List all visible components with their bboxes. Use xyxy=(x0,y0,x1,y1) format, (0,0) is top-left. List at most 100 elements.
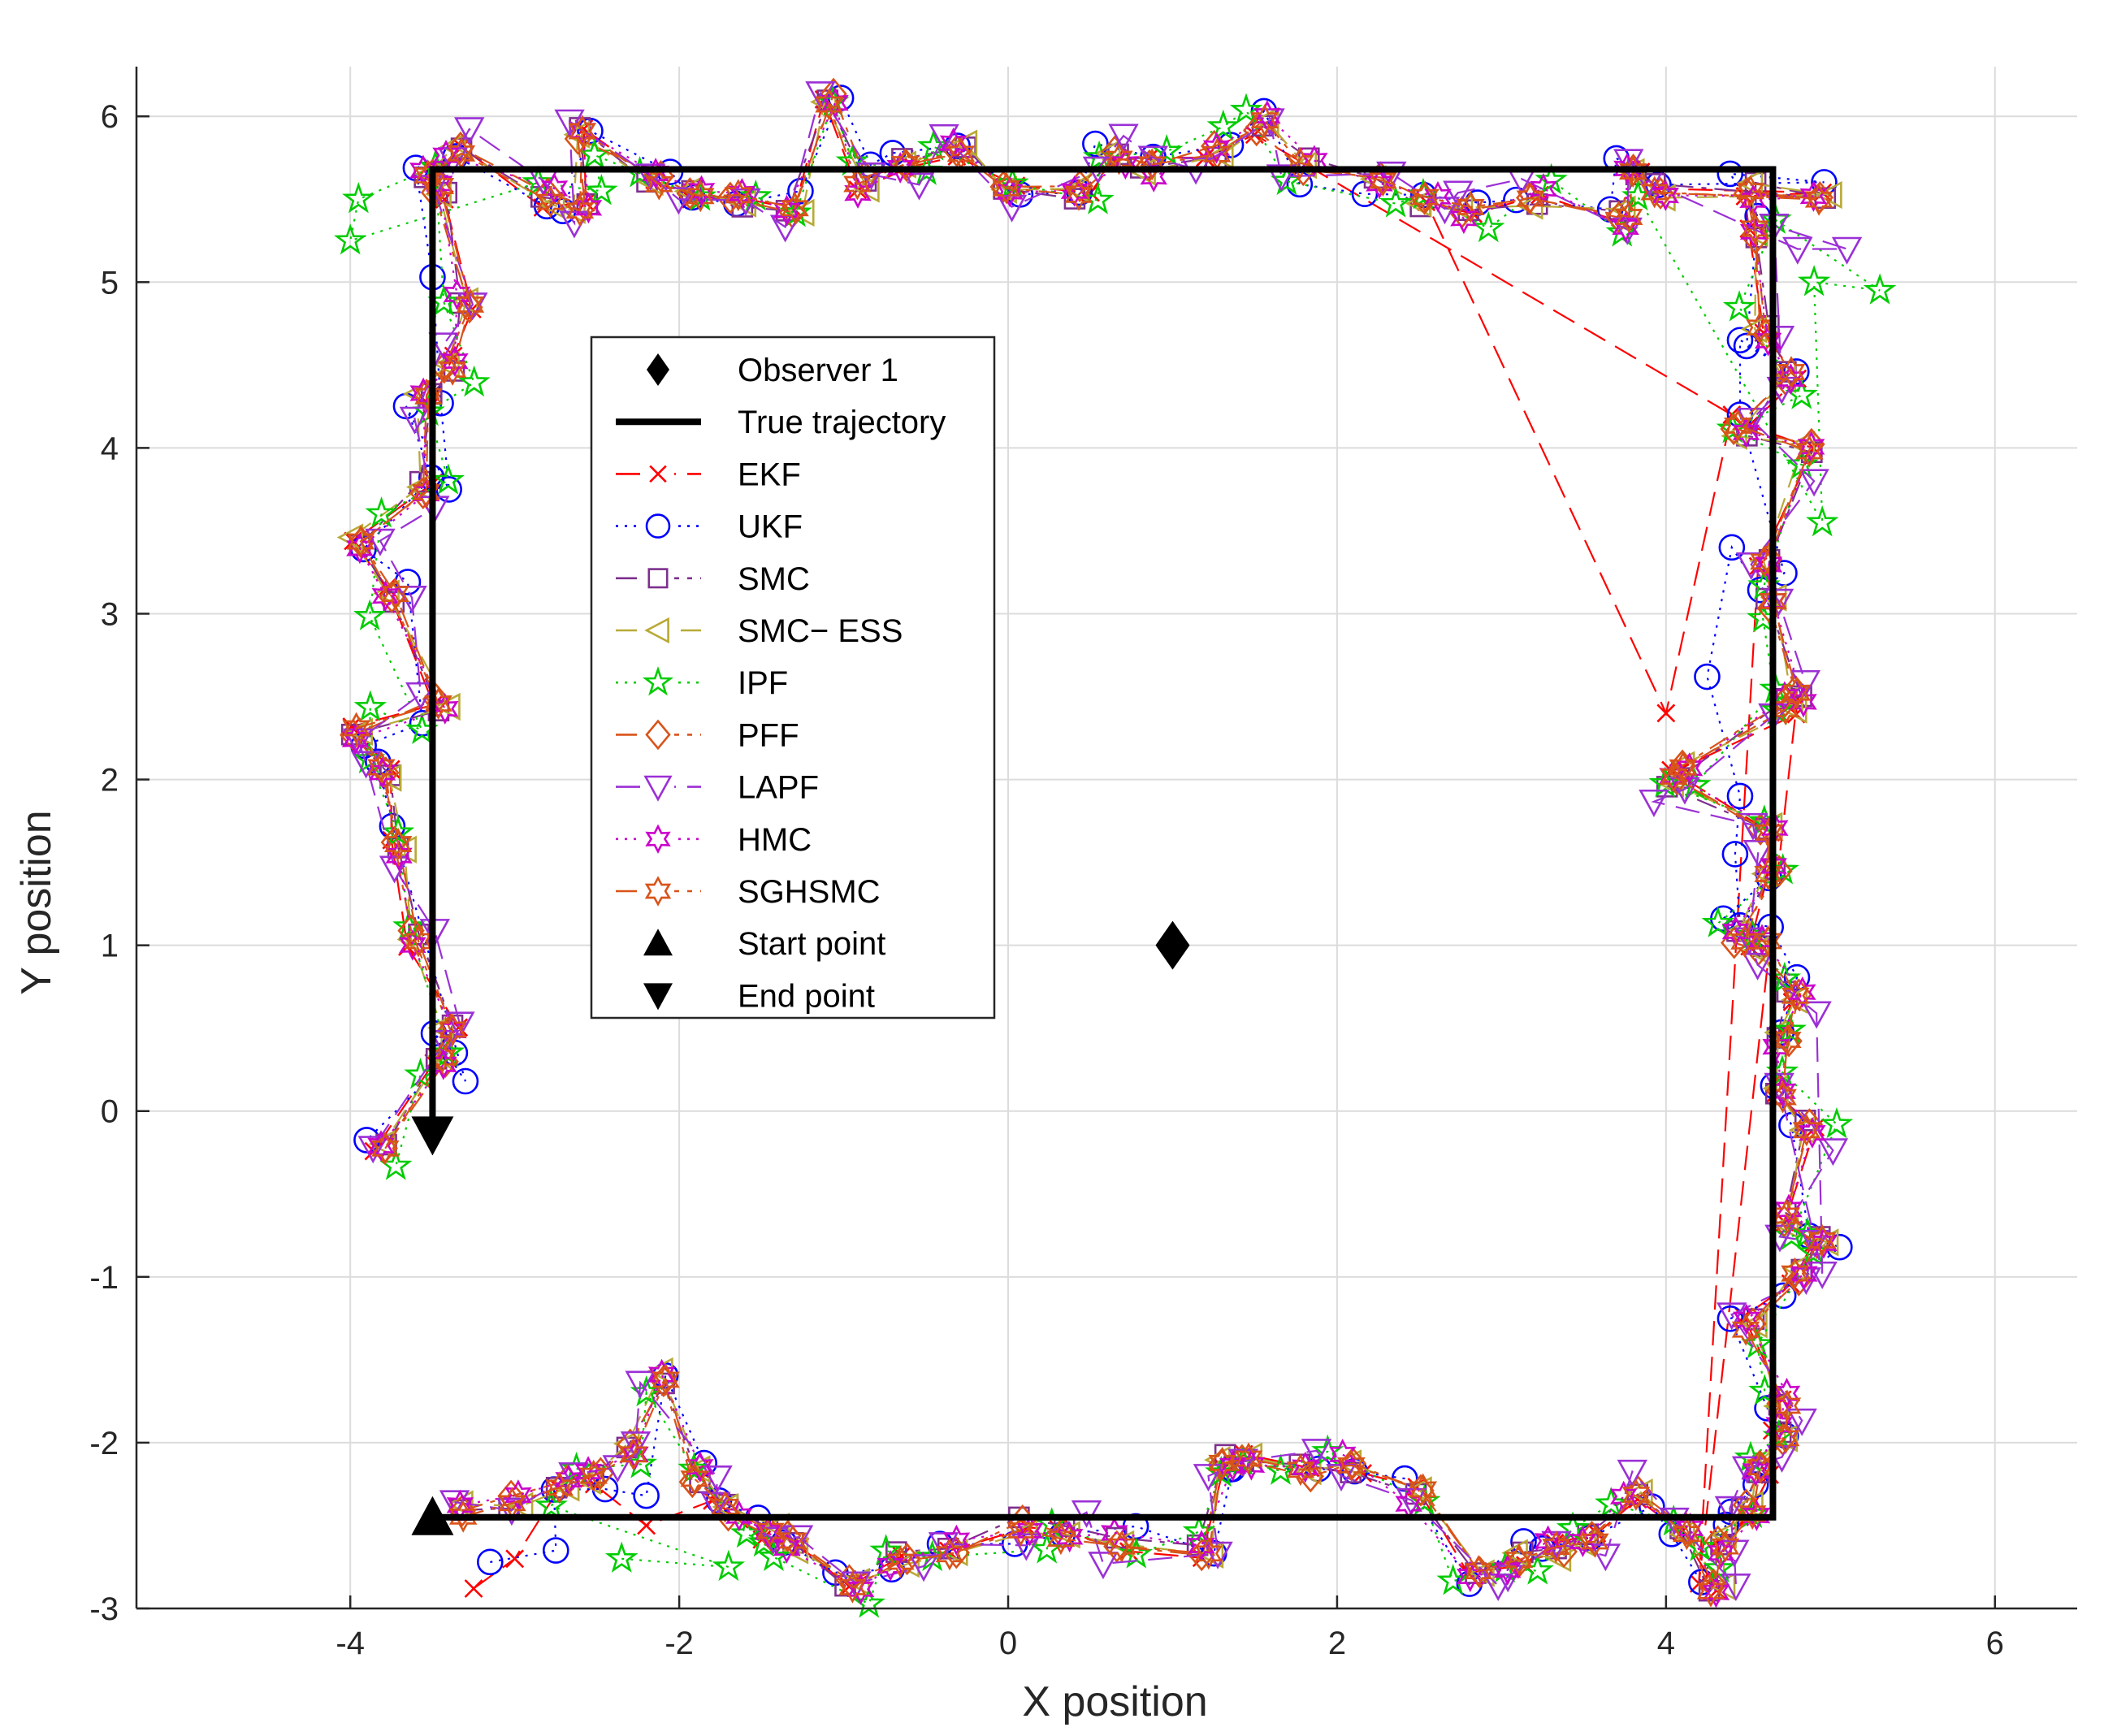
data-point xyxy=(778,1524,807,1557)
data-point xyxy=(996,175,1024,208)
data-point xyxy=(454,117,485,145)
data-point xyxy=(1137,145,1169,174)
data-point xyxy=(438,1013,467,1046)
data-point xyxy=(1071,1500,1102,1528)
data-point xyxy=(1777,363,1805,395)
data-point xyxy=(728,177,756,210)
data-point xyxy=(1266,164,1297,193)
data-point xyxy=(428,332,459,361)
data-point xyxy=(1731,1456,1763,1484)
data-point xyxy=(1782,236,1813,265)
data-point xyxy=(433,350,460,379)
data-point xyxy=(585,174,618,206)
data-point xyxy=(893,1550,920,1578)
legend-entry: UKF xyxy=(616,509,803,545)
data-point xyxy=(1111,148,1140,180)
legend-label: End point xyxy=(738,978,875,1014)
data-point xyxy=(1297,1460,1324,1493)
data-point xyxy=(438,353,467,386)
data-point xyxy=(1208,1446,1236,1479)
data-point xyxy=(939,127,968,159)
data-point xyxy=(353,599,387,630)
data-point xyxy=(1755,816,1784,849)
legend-marker xyxy=(647,568,669,589)
data-point xyxy=(634,163,666,192)
data-point xyxy=(1379,186,1413,218)
data-point xyxy=(1612,211,1639,243)
data-point xyxy=(1726,782,1754,810)
data-point xyxy=(1801,1001,1832,1029)
data-point xyxy=(1721,1574,1751,1602)
data-point xyxy=(1777,356,1806,388)
data-point xyxy=(1722,290,1756,322)
data-point xyxy=(1781,979,1810,1012)
data-point xyxy=(1595,1487,1628,1518)
data-point xyxy=(448,1500,478,1533)
data-point xyxy=(1742,952,1773,981)
data-point xyxy=(1799,1117,1826,1149)
data-point xyxy=(540,172,569,205)
data-point xyxy=(1742,1455,1770,1487)
data-point xyxy=(739,179,773,211)
data-point xyxy=(1250,104,1279,137)
data-point xyxy=(645,167,673,201)
data-point xyxy=(908,1554,939,1582)
data-point xyxy=(815,88,843,121)
legend-label: UKF xyxy=(738,509,803,545)
data-point xyxy=(346,717,374,747)
data-point xyxy=(399,929,426,961)
data-point xyxy=(379,855,410,884)
data-point xyxy=(381,815,415,847)
data-point xyxy=(1736,175,1765,208)
legend-entry: HMC xyxy=(616,822,812,858)
data-point xyxy=(1754,858,1782,890)
legend-label: HMC xyxy=(738,822,812,858)
legend-marker xyxy=(645,513,671,539)
x-tick-label: 0 xyxy=(999,1626,1017,1661)
data-point xyxy=(1799,1230,1830,1258)
legend-entry: IPF xyxy=(616,665,788,701)
data-point xyxy=(687,175,716,207)
data-point xyxy=(1193,1464,1224,1492)
data-point xyxy=(1804,183,1833,216)
data-point xyxy=(392,909,426,942)
data-point xyxy=(1799,469,1829,497)
data-point xyxy=(1194,1537,1223,1570)
y-tick-label: 0 xyxy=(101,1094,119,1130)
legend-entry: PFF xyxy=(616,717,799,753)
data-point xyxy=(1790,686,1817,718)
legend-label: SMC− ESS xyxy=(738,613,903,649)
legend-marker-bg xyxy=(642,875,674,907)
data-point xyxy=(368,756,396,789)
data-point xyxy=(1694,663,1721,691)
data-point xyxy=(383,828,413,860)
observer-marker xyxy=(1155,920,1190,970)
data-point xyxy=(1206,109,1240,141)
data-point xyxy=(1817,1138,1849,1167)
series-line xyxy=(351,91,1820,1588)
data-point xyxy=(378,580,406,614)
data-point xyxy=(1696,1574,1725,1608)
data-point xyxy=(773,1532,801,1564)
data-point xyxy=(554,109,585,137)
data-point xyxy=(1863,273,1897,305)
data-point xyxy=(545,1471,574,1504)
x-tick-label: 2 xyxy=(1328,1626,1346,1661)
legend-label: EKF xyxy=(738,457,801,492)
data-point xyxy=(1732,416,1760,448)
legend-label: True trajectory xyxy=(738,405,946,440)
series-ekf xyxy=(342,90,1833,1600)
legend-label: LAPF xyxy=(738,770,819,806)
data-point xyxy=(504,1479,532,1511)
series-line xyxy=(349,96,1823,1594)
legend-start-icon xyxy=(643,929,673,956)
data-point xyxy=(1337,1449,1366,1482)
data-point xyxy=(1605,201,1633,234)
data-point xyxy=(1613,153,1641,184)
data-point xyxy=(1717,160,1744,188)
data-point xyxy=(381,578,409,611)
data-point xyxy=(843,167,872,201)
data-point xyxy=(755,1514,785,1548)
series-line xyxy=(357,91,1847,1588)
